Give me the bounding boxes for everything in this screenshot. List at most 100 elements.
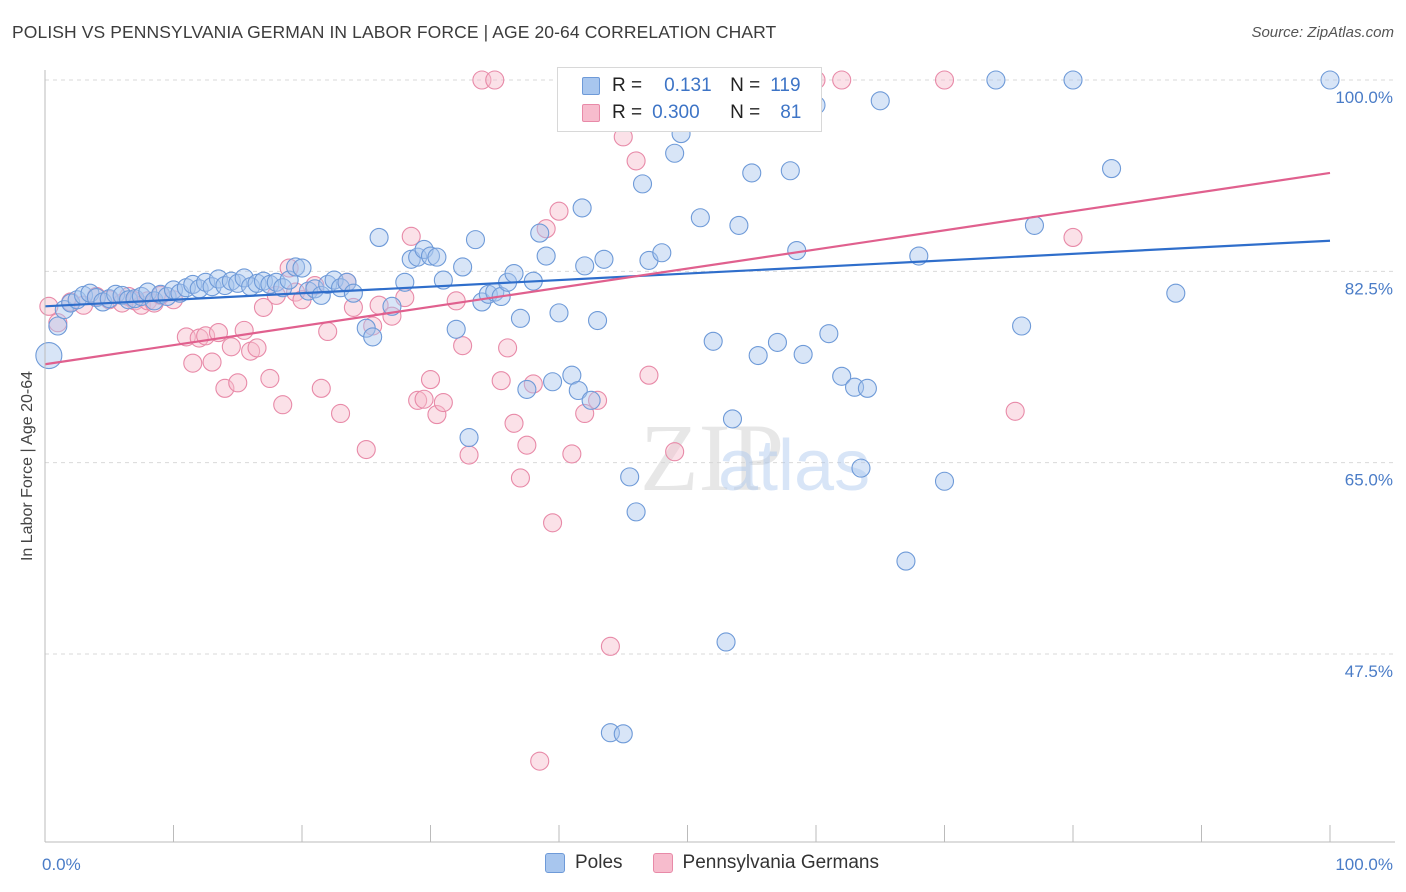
pennsylvania-germans-point-21 [221, 337, 241, 357]
pennsylvania-germans-point-63 [543, 513, 563, 533]
pennsylvania-germans-point-77 [832, 70, 852, 90]
pennsylvania-germans-point-25 [247, 338, 267, 358]
poles-point-60 [453, 257, 473, 277]
poles-points [35, 70, 1340, 744]
pennsylvania-germans-point-50 [446, 291, 466, 311]
poles-point-38 [286, 257, 306, 277]
pennsylvania-germans-point-49 [433, 392, 453, 413]
poles-point-95 [716, 632, 736, 652]
y-tick-label-2: 65.0% [1345, 471, 1393, 490]
legend-r-value-pennsylvania-germans: 0.300 [652, 102, 700, 123]
pennsylvania-germans-point-26 [253, 297, 274, 317]
pennsylvania-germans-point-39 [356, 439, 376, 460]
poles-point-114 [986, 70, 1006, 90]
pennsylvania-germans-point-52 [459, 445, 479, 465]
pennsylvania-germans-point-48 [427, 405, 447, 425]
pennsylvania-germans-point-35 [318, 321, 338, 342]
pennsylvania-germans-point-68 [600, 636, 620, 656]
pennsylvania-germans-point-45 [408, 390, 428, 410]
legend-r-label: R = [612, 75, 643, 96]
pennsylvania-germans-trend-line [44, 171, 1331, 366]
pennsylvania-germans-point-46 [414, 389, 434, 409]
poles-point-81 [587, 310, 608, 331]
poles-point-118 [1102, 159, 1122, 179]
poles-point-87 [632, 174, 653, 194]
poles-point-50 [369, 227, 389, 247]
poles-point-77 [568, 380, 588, 401]
poles-point-103 [793, 344, 813, 364]
poles-point-120 [1320, 70, 1340, 90]
pennsylvania-germans-legend-swatch [652, 853, 673, 873]
poles-point-47 [343, 283, 363, 303]
y-tick-label-0: 100.0% [1335, 88, 1393, 107]
pennsylvania-germans-point-58 [510, 468, 531, 488]
legend-n-label: N = [730, 102, 761, 123]
pennsylvania-germans-point-57 [504, 413, 524, 433]
y-tick-labels: 100.0% 82.5% 65.0% 47.5% [1335, 88, 1393, 681]
poles-point-119 [1166, 283, 1186, 303]
poles-point-89 [652, 243, 672, 263]
poles-point-51 [382, 296, 402, 316]
pennsylvania-germans-point-71 [639, 365, 659, 385]
poles-point-117 [1063, 70, 1083, 90]
watermark-atlas: atlas [718, 426, 870, 506]
pennsylvania-germans-point-54 [485, 70, 505, 90]
poles-point-58 [433, 270, 453, 290]
pennsylvania-germans-point-34 [311, 378, 331, 398]
y-tick-label-1: 82.5% [1345, 279, 1393, 298]
pennsylvania-germans-point-55 [491, 371, 511, 391]
stats-legend: R = 0.131 N = 119 R = 0.300 N = 81 [557, 67, 822, 132]
poles-point-84 [613, 724, 633, 744]
poles-point-86 [626, 502, 646, 522]
poles-point-116 [1024, 215, 1044, 235]
pennsylvania-germans-point-61 [530, 751, 550, 771]
poles-point-72 [530, 223, 550, 243]
pennsylvania-germans-point-79 [1005, 401, 1025, 421]
poles-point-85 [620, 467, 640, 487]
source-label: Source: ZipAtlas.com [1251, 24, 1394, 41]
series-legend: Poles Pennsylvania Germans [545, 852, 909, 874]
x-tick-labels: 0.0% 100.0% [42, 855, 1393, 874]
pennsylvania-germans-point-60 [523, 374, 543, 394]
poles-point-90 [665, 143, 685, 163]
pennsylvania-germans-point-38 [343, 297, 363, 317]
poles-point-61 [459, 427, 479, 448]
trend-lines [44, 171, 1331, 366]
poles-point-70 [517, 379, 537, 399]
poles-point-111 [896, 551, 916, 571]
poles-point-74 [543, 372, 563, 392]
legend-item-pennsylvania-germans[interactable]: Pennsylvania Germans [652, 852, 879, 874]
poles-point-75 [549, 303, 569, 323]
poles-point-101 [780, 161, 800, 181]
pennsylvania-germans-point-51 [453, 336, 473, 356]
pennsylvania-germans-point-59 [517, 435, 537, 455]
pennsylvania-germans-point-47 [420, 370, 441, 390]
poles-legend-label: Poles [575, 852, 623, 873]
pennsylvania-germans-legend-label: Pennsylvania Germans [682, 852, 879, 873]
poles-point-1 [48, 316, 68, 336]
pennsylvania-germans-swatch [582, 104, 600, 122]
poles-point-49 [363, 327, 383, 347]
poles-trend-line [44, 239, 1331, 308]
poles-point-97 [729, 215, 749, 235]
pennsylvania-germans-point-18 [202, 352, 222, 372]
poles-point-62 [465, 230, 486, 250]
pennsylvania-germans-point-44 [401, 226, 421, 246]
poles-point-59 [446, 319, 466, 339]
chart-title: POLISH VS PENNSYLVANIA GERMAN IN LABOR F… [12, 22, 777, 42]
poles-point-29 [228, 273, 248, 293]
pennsylvania-germans-point-29 [273, 395, 293, 415]
legend-row-poles: R = 0.131 N = 119 [558, 73, 801, 99]
poles-point-82 [594, 249, 614, 269]
pennsylvania-germans-point-23 [234, 320, 254, 340]
legend-n-value-pennsylvania-germans: 81 [780, 102, 802, 123]
pennsylvania-germans-points [39, 70, 1083, 771]
poles-point-96 [722, 409, 743, 429]
pennsylvania-germans-point-70 [626, 151, 646, 171]
poles-legend-swatch [545, 853, 565, 873]
legend-row-pennsylvania-germans: R = 0.300 N = 81 [558, 100, 801, 126]
poles-point-79 [575, 256, 595, 276]
legend-item-poles[interactable]: Poles [545, 852, 623, 874]
pennsylvania-germans-point-36 [330, 403, 351, 424]
y-tick-label-3: 47.5% [1345, 662, 1393, 681]
